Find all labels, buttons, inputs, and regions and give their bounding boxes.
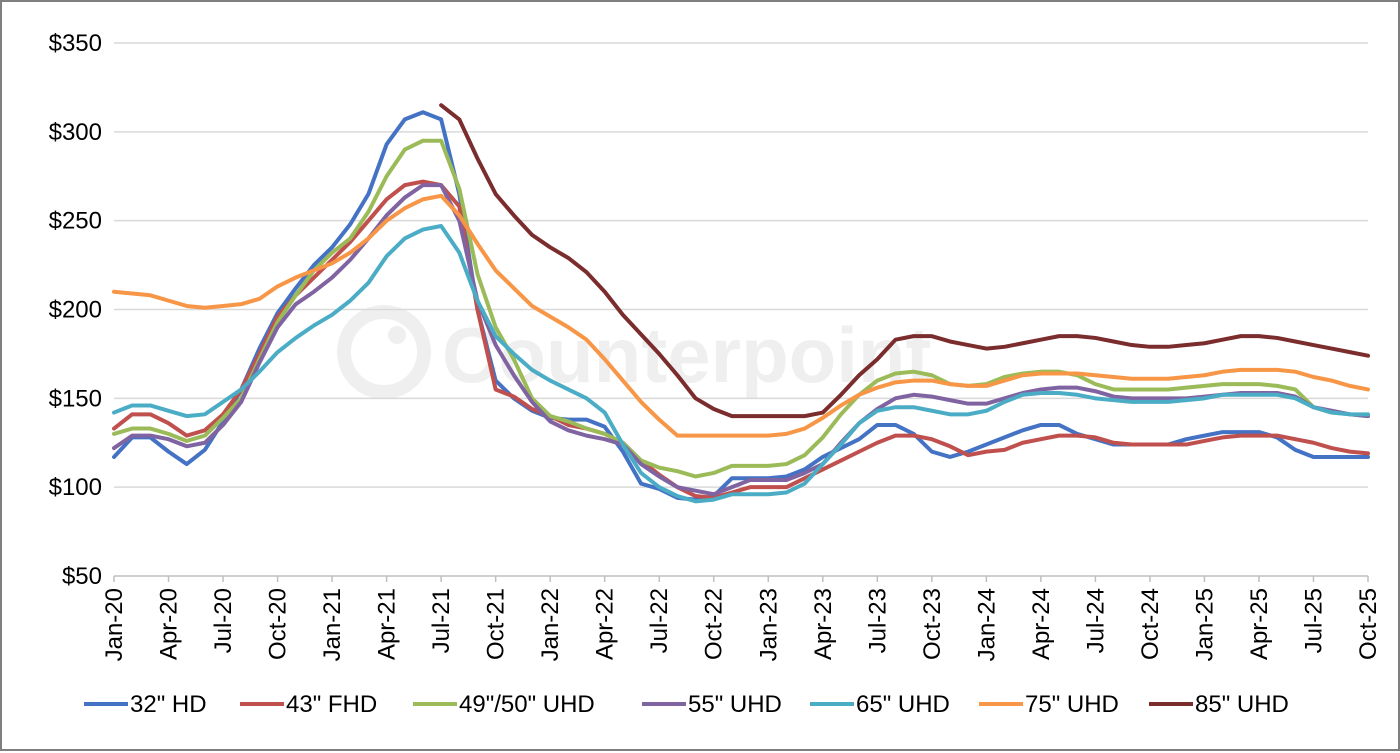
legend-label: 32" HD [130,691,207,718]
watermark-logo-dot [388,326,406,344]
y-tick-label: $350 [49,30,102,57]
series-line [112,183,1370,497]
x-tick-label: Oct-24 [1137,588,1164,660]
x-tick-label: Apr-24 [1028,588,1055,660]
x-tick-label: Jul-23 [864,588,891,653]
x-tick-label: Jan-22 [537,588,564,661]
legend-label: 65" UHD [856,691,950,718]
series-line [112,110,1370,502]
x-tick-label: Jan-23 [755,588,782,661]
x-tick-label: Jul-24 [1082,588,1109,653]
x-tick-label: Apr-25 [1246,588,1273,660]
y-tick-label: $300 [49,119,102,146]
x-tick-label: Oct-23 [919,588,946,660]
series-lines [112,103,1370,504]
x-tick-label: Jan-20 [101,588,128,661]
x-tick-label: Jul-22 [646,588,673,653]
x-tick-label: Jul-21 [428,588,455,653]
x-tick-label: Apr-21 [374,588,401,660]
y-tick-label: $150 [49,385,102,412]
series-line [439,103,1370,419]
watermark: Counterpoint [337,305,932,399]
x-tick-label: Apr-23 [810,588,837,660]
legend-label: 43" FHD [286,691,377,718]
y-tick-label: $200 [49,297,102,324]
series-line [112,138,1370,479]
x-tick-label: Jan-25 [1191,588,1218,661]
x-tick-label: Oct-21 [483,588,510,660]
gridlines [114,42,1368,488]
x-tick-label: Jan-21 [319,588,346,661]
legend-label: 49"/50" UHD [459,691,595,718]
y-tick-label: $50 [62,563,102,590]
x-tick-label: Oct-25 [1355,588,1382,660]
legend-label: 55" UHD [688,691,782,718]
x-tick-label: Oct-22 [701,588,728,660]
x-tick-label: Apr-20 [156,588,183,660]
x-tick-label: Jul-20 [210,588,237,653]
y-tick-label: $250 [49,208,102,235]
x-tick-label: Jul-25 [1300,588,1327,653]
x-tick-label: Apr-22 [592,588,619,660]
axes: $50 $100 $150 $200 $250 $300 $350 Jan-20 Apr-20 J… [49,30,1382,661]
legend-label: 85" UHD [1195,691,1289,718]
legend: 32" HD 43" FHD 49"/50" UHD 55" UHD 65" UHD 75… [84,691,1289,718]
series-line [112,224,1370,504]
x-tick-label: Jan-24 [973,588,1000,661]
watermark-logo-icon [337,305,431,399]
legend-label: 75" UHD [1025,691,1119,718]
x-tick-label: Oct-20 [265,588,292,660]
series-line [112,193,1370,438]
y-tick-label: $100 [49,474,102,501]
